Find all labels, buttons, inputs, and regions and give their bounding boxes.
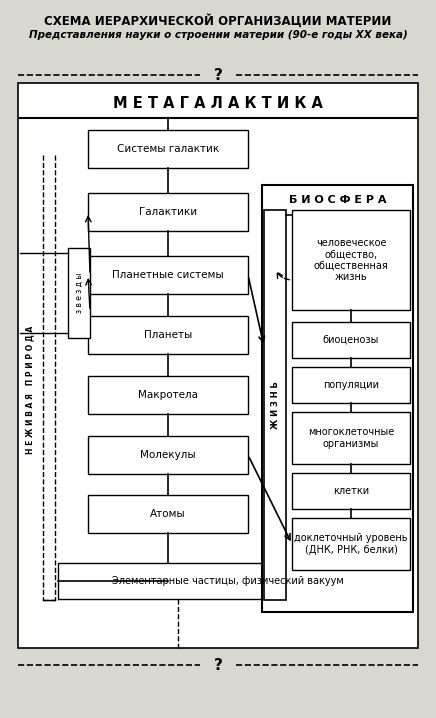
Text: Представления науки о строении материи (90-е годы XX века): Представления науки о строении материи (… [29,30,407,40]
Text: Элементарные частицы, физический вакуум: Элементарные частицы, физический вакуум [112,576,344,586]
Text: биоценозы: биоценозы [323,335,379,345]
Text: многоклеточные
организмы: многоклеточные организмы [308,427,394,449]
Text: М Е Т А Г А Л А К Т И К А: М Е Т А Г А Л А К Т И К А [113,95,323,111]
Bar [292,518,410,570]
Text: человеческое
общество,
общественная
жизнь: человеческое общество, общественная жизн… [313,238,388,282]
Text: Ж И З Н Ь: Ж И З Н Ь [270,381,279,429]
Bar [262,185,413,612]
Bar [292,473,410,509]
Bar [18,83,418,648]
Bar [58,563,398,599]
Bar [88,436,248,474]
Bar [88,376,248,414]
Bar [264,210,286,600]
Bar [88,256,248,294]
Bar [292,322,410,358]
Text: Н Е Ж И В А Я   П Р И Р О Д А: Н Е Ж И В А Я П Р И Р О Д А [25,326,34,454]
Text: доклеточный уровень
(ДНК, РНК, белки): доклеточный уровень (ДНК, РНК, белки) [294,533,408,555]
Text: популяции: популяции [323,380,379,390]
Text: Молекулы: Молекулы [140,450,196,460]
Bar [88,193,248,231]
Bar [292,210,410,310]
Text: ?: ? [214,67,222,83]
Text: Системы галактик: Системы галактик [117,144,219,154]
Text: СХЕМА ИЕРАРХИЧЕСКОЙ ОРГАНИЗАЦИИ МАТЕРИИ: СХЕМА ИЕРАРХИЧЕСКОЙ ОРГАНИЗАЦИИ МАТЕРИИ [44,14,392,28]
Text: Галактики: Галактики [139,207,197,217]
Bar [68,248,90,338]
Text: клетки: клетки [333,486,369,496]
Text: Б И О С Ф Е Р А: Б И О С Ф Е Р А [289,195,386,205]
Bar [292,412,410,464]
Text: Планетные системы: Планетные системы [112,270,224,280]
Bar [88,316,248,354]
Text: Макротела: Макротела [138,390,198,400]
Text: з в е з д ы: з в е з д ы [75,273,84,313]
Text: ?: ? [214,658,222,673]
Bar [292,367,410,403]
Bar [88,130,248,168]
Text: Атомы: Атомы [150,509,186,519]
Text: Планеты: Планеты [144,330,192,340]
Bar [88,495,248,533]
